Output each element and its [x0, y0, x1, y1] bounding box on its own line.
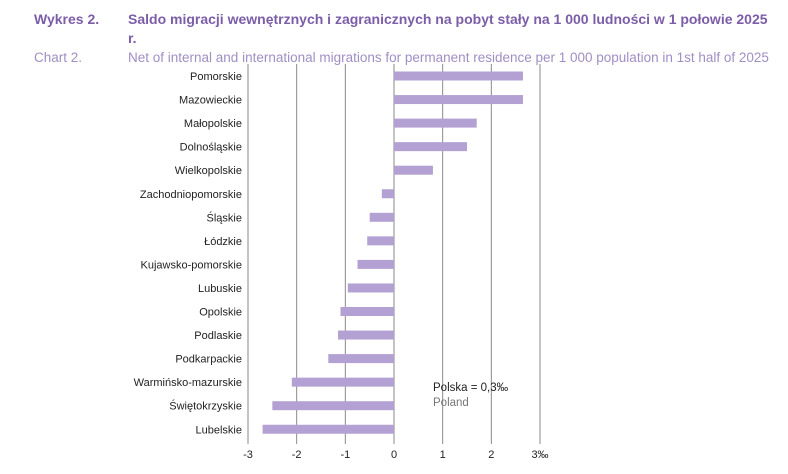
- bar: [272, 401, 394, 411]
- category-label: Łódzkie: [204, 236, 242, 248]
- bar: [291, 377, 394, 387]
- bars: [262, 71, 523, 434]
- category-label: Świętokrzyskie: [169, 400, 242, 413]
- x-tick-label: -2: [292, 449, 302, 461]
- x-tick-label: 1: [440, 449, 446, 461]
- category-labels: Pomorskie Mazowieckie Małopolskie Dolnośląs…: [134, 71, 242, 436]
- annotation-poland-en: Poland: [433, 397, 469, 409]
- x-tick-label: 3‰: [531, 449, 548, 461]
- bar: [338, 330, 394, 340]
- category-label: Małopolskie: [184, 118, 242, 130]
- bar: [328, 354, 394, 364]
- category-label: Podkarpackie: [175, 354, 242, 366]
- x-axis-ticks: -3 -2 -1 0 1 2 3‰: [243, 449, 548, 461]
- category-label: Kujawsko-pomorskie: [141, 259, 242, 271]
- bar: [394, 165, 433, 175]
- category-label: Opolskie: [199, 307, 242, 319]
- chart-header: Wykres 2. Saldo migracji wewnętrznych i …: [34, 10, 774, 67]
- category-label: Mazowieckie: [179, 95, 242, 107]
- title-row-en: Chart 2. Net of internal and internation…: [34, 48, 774, 67]
- bar: [394, 118, 477, 128]
- category-label: Lubelskie: [196, 424, 242, 436]
- bar: [394, 95, 523, 105]
- x-tick-label: 2: [488, 449, 494, 461]
- bar: [394, 71, 523, 81]
- category-label: Dolnośląskie: [180, 142, 242, 154]
- chart-title-en: Net of internal and international migrat…: [128, 50, 769, 65]
- category-label: Śląskie: [207, 211, 242, 224]
- chart-title-pl: Saldo migracji wewnętrznych i zagraniczn…: [128, 11, 768, 46]
- category-label: Podlaskie: [194, 330, 242, 342]
- bar: [357, 259, 394, 269]
- category-label: Warmińsko-mazurskie: [134, 377, 242, 389]
- annotation-poland-pl: Polska = 0,3‰: [433, 382, 509, 394]
- bar: [381, 189, 394, 199]
- chart-number-pl: Wykres 2.: [34, 11, 100, 27]
- bar: [340, 307, 394, 316]
- bar: [262, 424, 394, 434]
- title-row-pl: Wykres 2. Saldo migracji wewnętrznych i …: [34, 10, 774, 48]
- chart-number-en: Chart 2.: [34, 50, 83, 65]
- category-label: Zachodniopomorskie: [140, 189, 242, 201]
- x-tick-label: -1: [340, 449, 350, 461]
- bar: [394, 142, 467, 152]
- bar: [367, 236, 394, 246]
- x-tick-label: 0: [391, 449, 397, 461]
- bar: [347, 283, 394, 293]
- category-label: Pomorskie: [190, 71, 242, 83]
- bar: [369, 212, 394, 222]
- category-label: Lubuskie: [198, 283, 242, 295]
- x-tick-label: -3: [243, 449, 253, 461]
- category-label: Wielkopolskie: [175, 165, 242, 177]
